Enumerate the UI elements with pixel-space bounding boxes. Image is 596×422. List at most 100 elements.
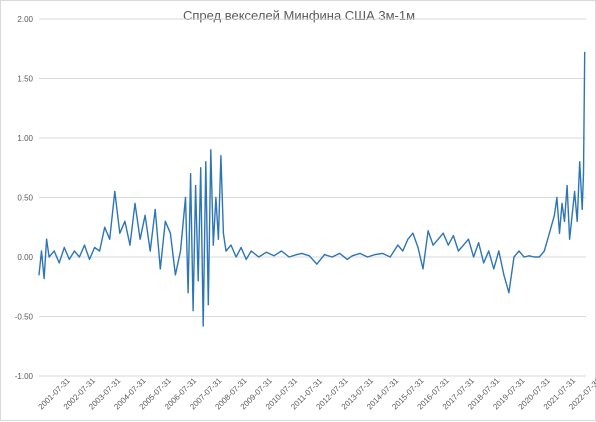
data-point (197, 280, 199, 282)
x-axis-ticks: 2001-07-312002-07-312003-07-312004-07-31… (37, 376, 596, 412)
data-point (457, 250, 459, 252)
data-point (174, 274, 176, 276)
data-point (205, 161, 207, 163)
data-point (104, 226, 106, 228)
data-point (119, 232, 121, 234)
data-point (273, 255, 275, 257)
data-point (114, 190, 116, 193)
data-point (99, 250, 101, 252)
data-point (169, 232, 171, 234)
data-point (144, 214, 146, 216)
data-point (488, 250, 490, 252)
data-point (58, 262, 60, 264)
data-point (513, 256, 515, 258)
data-point (566, 185, 568, 187)
data-point (548, 232, 551, 234)
data-point (202, 325, 204, 327)
data-point (432, 244, 434, 246)
data-point (556, 196, 558, 199)
data-point (467, 238, 470, 240)
data-point (53, 250, 55, 252)
data-point (129, 244, 131, 246)
data-point (331, 256, 333, 258)
y-axis-ticks: -1.00 -0.50 0.00 0.50 1.00 1.50 2.00 (15, 15, 34, 381)
data-point (38, 274, 40, 276)
data-point (308, 255, 310, 257)
data-point (473, 256, 475, 258)
data-point (124, 220, 126, 222)
data-point (558, 232, 561, 234)
data-point (339, 252, 341, 254)
data-point (359, 252, 361, 254)
data-point (296, 254, 298, 256)
y-tick-label: 2.00 (17, 15, 33, 24)
data-point (109, 238, 111, 240)
y-tick-label: -1.00 (15, 372, 34, 381)
data-point (179, 250, 182, 252)
data-point (579, 161, 581, 163)
data-point (584, 51, 586, 53)
data-point (63, 246, 65, 249)
data-point (43, 277, 45, 279)
data-point (235, 256, 237, 258)
data-point (389, 256, 391, 258)
data-point (187, 292, 189, 294)
data-point (422, 268, 424, 270)
series-group (38, 51, 586, 327)
data-point (200, 167, 202, 169)
data-point (225, 250, 227, 252)
data-point (452, 235, 454, 237)
data-point (215, 196, 217, 199)
data-point (437, 238, 439, 240)
data-point (94, 246, 96, 249)
data-point (523, 256, 525, 258)
data-point (538, 256, 540, 258)
data-point (397, 244, 399, 246)
data-point (88, 258, 91, 260)
data-point (498, 250, 500, 252)
data-point (427, 230, 429, 232)
data-point (574, 190, 576, 193)
data-point (582, 173, 585, 175)
data-point (346, 258, 348, 260)
data-point (576, 220, 578, 222)
data-point (478, 242, 480, 244)
data-point (78, 256, 80, 258)
data-point (528, 255, 530, 257)
data-point (581, 208, 583, 210)
data-point (83, 244, 86, 246)
data-point (508, 292, 510, 294)
gridlines (39, 18, 586, 377)
series-line (38, 52, 586, 327)
data-point (323, 254, 326, 256)
y-tick-label: 0.00 (17, 253, 33, 262)
data-point (240, 246, 242, 249)
data-point (258, 256, 260, 258)
data-point (407, 238, 409, 240)
data-point (563, 220, 566, 222)
data-point (543, 250, 545, 252)
data-point (301, 252, 303, 254)
data-point (374, 254, 376, 256)
data-point (149, 250, 151, 252)
data-point (139, 238, 141, 240)
data-point (154, 208, 156, 210)
data-point (192, 310, 194, 312)
data-point (68, 258, 70, 260)
data-point (533, 256, 535, 258)
data-point (518, 250, 520, 252)
data-point (569, 238, 571, 240)
data-point (316, 263, 318, 265)
data-point (40, 250, 43, 252)
data-point (210, 149, 212, 151)
data-point (230, 244, 232, 246)
data-point (265, 251, 267, 253)
data-point (73, 250, 75, 252)
data-point (288, 256, 290, 258)
data-point (46, 238, 48, 240)
data-point (245, 258, 247, 260)
data-point (351, 255, 353, 257)
data-point (402, 250, 404, 252)
y-tick-label: 1.50 (17, 75, 33, 84)
